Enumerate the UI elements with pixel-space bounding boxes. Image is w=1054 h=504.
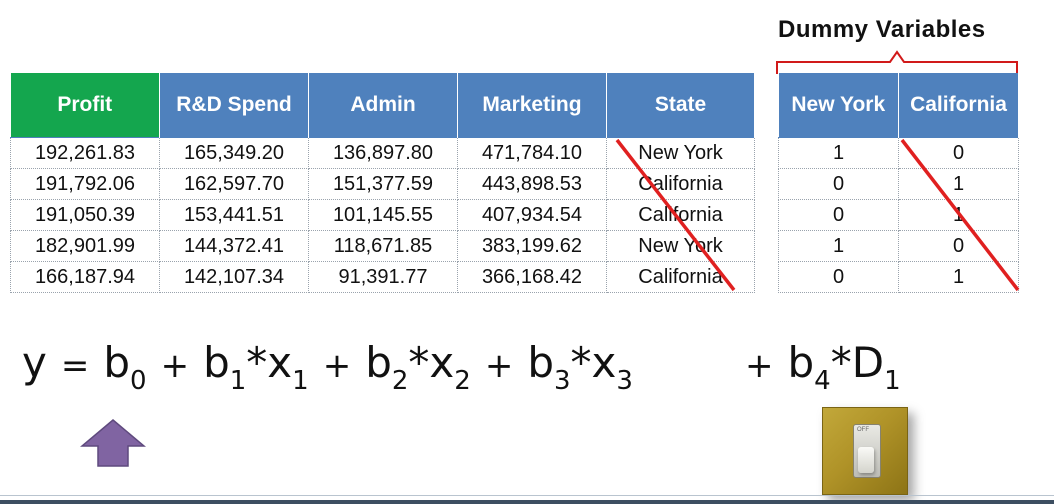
cell-rd: 162,597.70: [159, 168, 309, 200]
cell-admin: 118,671.85: [308, 230, 458, 262]
cell-profit: 166,187.94: [10, 261, 160, 293]
cell-marketing: 407,934.54: [457, 199, 607, 231]
cell-marketing: 443,898.53: [457, 168, 607, 200]
cell-new-york: 1: [778, 230, 899, 262]
eq-b3x3: b3*x3: [527, 338, 633, 396]
bottom-bar: [0, 500, 1054, 504]
cell-rd: 153,441.51: [159, 199, 309, 231]
cell-california: 1: [898, 261, 1019, 293]
dummy-header-row: New York California: [778, 73, 1019, 138]
cell-marketing: 383,199.62: [457, 230, 607, 262]
eq-dummy-term: + b4*D1: [745, 338, 901, 396]
cell-rd: 165,349.20: [159, 137, 309, 169]
table-row: 191,050.39 153,441.51 101,145.55 407,934…: [10, 199, 755, 231]
eq-plus: +: [160, 346, 190, 386]
eq-y: y: [22, 338, 47, 387]
cell-state: California: [606, 168, 755, 200]
cell-state: New York: [606, 137, 755, 169]
cell-marketing: 471,784.10: [457, 137, 607, 169]
eq-b4d1: b4*D1: [787, 338, 901, 396]
eq-equals: =: [60, 346, 90, 386]
table-row: 0 1: [778, 168, 1019, 200]
header-rd-spend: R&D Spend: [159, 73, 309, 138]
eq-b2x2: b2*x2: [365, 338, 471, 396]
header-marketing: Marketing: [457, 73, 607, 138]
cell-new-york: 0: [778, 168, 899, 200]
cell-new-york: 0: [778, 261, 899, 293]
cell-admin: 151,377.59: [308, 168, 458, 200]
divider: [0, 495, 1054, 496]
data-table: Profit R&D Spend Admin Marketing State 1…: [10, 73, 755, 293]
eq-b1x1: b1*x1: [203, 338, 309, 396]
cell-profit: 191,050.39: [10, 199, 160, 231]
table-header-row: Profit R&D Spend Admin Marketing State: [10, 73, 755, 138]
dummy-variables-title: Dummy Variables: [778, 16, 986, 43]
up-arrow-icon: [80, 419, 146, 467]
cell-new-york: 1: [778, 137, 899, 169]
cell-profit: 182,901.99: [10, 230, 160, 262]
cell-profit: 191,792.06: [10, 168, 160, 200]
header-state: State: [606, 73, 755, 138]
dummy-brace: [776, 50, 1018, 74]
cell-california: 1: [898, 168, 1019, 200]
table-row: 182,901.99 144,372.41 118,671.85 383,199…: [10, 230, 755, 262]
cell-california: 0: [898, 137, 1019, 169]
table-row: 1 0: [778, 230, 1019, 262]
header-new-york: New York: [778, 73, 899, 138]
light-switch-icon: OFF: [822, 407, 908, 495]
header-profit: Profit: [10, 73, 160, 138]
table-row: 166,187.94 142,107.34 91,391.77 366,168.…: [10, 261, 755, 293]
cell-profit: 192,261.83: [10, 137, 160, 169]
table-row: 192,261.83 165,349.20 136,897.80 471,784…: [10, 137, 755, 169]
regression-equation: y = b0 + b1*x1 + b2*x2 + b3*x3: [22, 338, 633, 396]
cell-state: New York: [606, 230, 755, 262]
switch-toggle: [858, 447, 874, 473]
cell-admin: 91,391.77: [308, 261, 458, 293]
switch-plate: OFF: [853, 424, 881, 478]
cell-state: California: [606, 199, 755, 231]
eq-plus: +: [322, 346, 352, 386]
table-row: 191,792.06 162,597.70 151,377.59 443,898…: [10, 168, 755, 200]
cell-admin: 136,897.80: [308, 137, 458, 169]
cell-rd: 144,372.41: [159, 230, 309, 262]
eq-plus: +: [745, 346, 774, 386]
cell-state: California: [606, 261, 755, 293]
cell-california: 1: [898, 199, 1019, 231]
eq-b0: b0: [103, 338, 147, 396]
cell-new-york: 0: [778, 199, 899, 231]
eq-plus: +: [484, 346, 514, 386]
cell-marketing: 366,168.42: [457, 261, 607, 293]
switch-label: OFF: [857, 427, 869, 433]
table-row: 1 0: [778, 137, 1019, 169]
cell-rd: 142,107.34: [159, 261, 309, 293]
dummy-variable-table: New York California 1 0 0 1 0 1 1 0 0 1: [778, 73, 1019, 293]
cell-admin: 101,145.55: [308, 199, 458, 231]
header-california: California: [898, 73, 1019, 138]
table-row: 0 1: [778, 199, 1019, 231]
cell-california: 0: [898, 230, 1019, 262]
table-row: 0 1: [778, 261, 1019, 293]
header-admin: Admin: [308, 73, 458, 138]
